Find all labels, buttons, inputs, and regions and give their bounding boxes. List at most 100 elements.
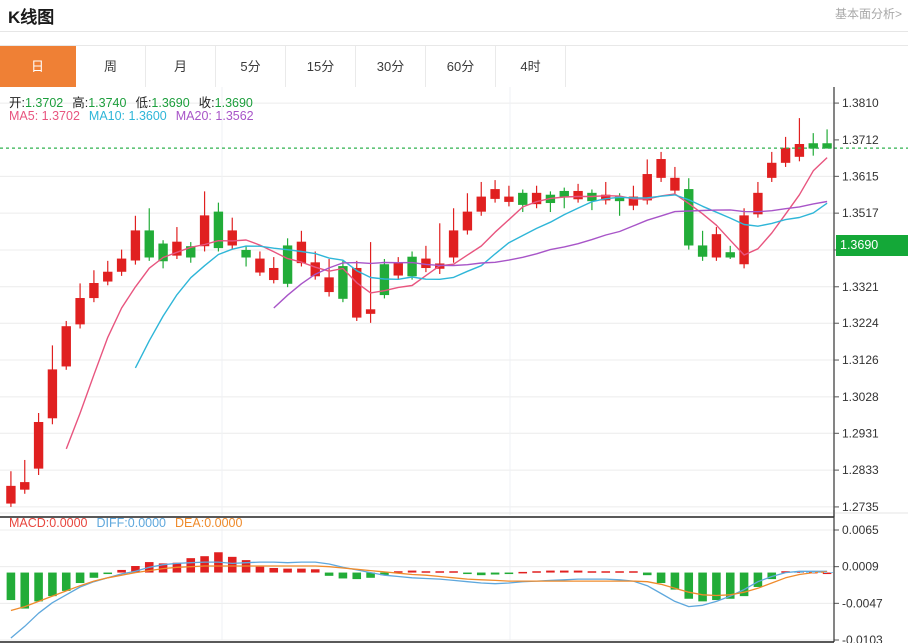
page-header: K线图 基本面分析>: [0, 0, 908, 44]
macd-histogram-bar: [407, 570, 417, 573]
macd-histogram-bar: [89, 572, 99, 578]
candle-body: [476, 196, 486, 212]
high-value: 1.3740: [88, 96, 127, 110]
macd-tick-label: -0.0047: [842, 596, 883, 610]
macd-histogram-bar: [698, 572, 707, 602]
macd-histogram-bar: [601, 571, 611, 573]
macd-histogram-bar: [103, 572, 113, 575]
dea-label: DEA:: [175, 516, 205, 530]
candle-body: [462, 211, 473, 231]
tab-15分[interactable]: 15分: [286, 46, 356, 87]
ma5-label: MA5:: [9, 109, 39, 123]
macd-diff-line: [10, 561, 828, 639]
macd-label: MACD:: [9, 516, 50, 530]
candle-body: [338, 266, 348, 299]
macd-histogram-bar: [615, 571, 624, 573]
macd-histogram-bar: [587, 571, 597, 573]
macd-legend: MACD:0.0000 DIFF:0.0000 DEA:0.0000: [9, 516, 242, 530]
ma-legend: MA5: 1.3702 MA10: 1.3600 MA20: 1.3562: [9, 109, 254, 123]
macd-histogram-bar: [532, 571, 541, 573]
tab-5分[interactable]: 5分: [216, 46, 286, 87]
macd-histogram-bar: [767, 572, 777, 580]
macd-histogram-bar: [629, 571, 638, 573]
tab-60分[interactable]: 60分: [426, 46, 496, 87]
macd-tick-label: 0.0009: [842, 560, 879, 574]
macd-histogram-bar: [6, 572, 16, 601]
candle-body: [61, 326, 71, 367]
candle-body: [670, 177, 680, 191]
candle-body: [158, 243, 168, 262]
candle-body: [324, 277, 334, 293]
candle-body: [725, 252, 735, 258]
candle-body: [697, 245, 708, 257]
candle-body: [421, 258, 431, 269]
macd-histogram-bar: [283, 568, 292, 573]
macd-histogram-bar: [131, 566, 140, 573]
candle-body: [518, 192, 528, 205]
price-tick-label: 1.3615: [842, 169, 879, 183]
macd-tick-label: 0.0065: [842, 523, 879, 537]
ma10-label: MA10:: [88, 109, 126, 123]
price-tick-label: 1.3126: [842, 353, 879, 367]
macd-histogram-bar: [61, 572, 71, 591]
macd-histogram-bar: [573, 570, 583, 573]
macd-histogram-bar: [269, 567, 279, 573]
macd-histogram-bar: [338, 572, 348, 579]
price-tick-label: 1.3810: [842, 96, 879, 110]
candle-body: [241, 249, 251, 258]
tab-月[interactable]: 月: [146, 46, 216, 87]
candle-body: [103, 271, 113, 282]
dea-value: 0.0000: [204, 516, 243, 530]
price-tick-label: 1.3321: [842, 280, 879, 294]
candle-body: [822, 143, 832, 149]
high-label: 高:: [72, 96, 89, 110]
macd-histogram-bar: [559, 570, 569, 573]
open-label: 开:: [9, 96, 25, 110]
macd-histogram-bar: [656, 572, 666, 584]
candle-body: [47, 369, 58, 419]
ma10-value: 1.3600: [128, 109, 167, 123]
fundamental-analysis-link[interactable]: 基本面分析>: [834, 7, 902, 21]
candle-body: [711, 234, 722, 258]
macd-histogram-bar: [421, 571, 431, 573]
tab-30分[interactable]: 30分: [356, 46, 426, 87]
macd-histogram-bar: [297, 568, 306, 573]
candle-body: [310, 262, 320, 277]
period-tabbar: 日周月 5分 15分 30分 60分 4时: [0, 45, 908, 87]
macd-histogram-bar: [725, 572, 735, 599]
price-tick-label: 1.3028: [842, 390, 879, 404]
macd-histogram-bar: [48, 572, 57, 597]
candle-body: [130, 230, 141, 261]
kline-svg[interactable]: 1.38101.37121.36151.35171.34191.33211.32…: [0, 87, 908, 643]
chart-area: 1.38101.37121.36151.35171.34191.33211.32…: [0, 87, 908, 643]
macd-histogram-bar: [795, 571, 804, 573]
ma20-value: 1.3562: [215, 109, 254, 123]
macd-histogram-bar: [117, 569, 126, 573]
macd-histogram-bar: [476, 572, 486, 576]
macd-histogram-bar: [200, 556, 209, 573]
macd-histogram-bar: [255, 566, 265, 573]
macd-histogram-bar: [75, 572, 85, 584]
macd-histogram-bar: [393, 571, 403, 573]
macd-histogram-bar: [684, 572, 694, 599]
ma20-line: [273, 200, 828, 309]
candle-body: [739, 215, 749, 265]
page-title: K线图: [8, 8, 55, 27]
ohlc-legend: 开:1.3702 高:1.3740 低:1.3690 收:1.3690: [9, 92, 253, 111]
candle-body: [531, 192, 542, 205]
tab-周[interactable]: 周: [76, 46, 146, 87]
ma5-value: 1.3702: [41, 109, 80, 123]
macd-histogram-bar: [34, 572, 43, 602]
candle-body: [573, 190, 583, 200]
tab-日[interactable]: 日: [0, 46, 76, 87]
tabbar-filler: [566, 46, 908, 87]
macd-histogram-bar: [380, 572, 389, 576]
macd-histogram-bar: [753, 572, 763, 587]
macd-histogram-bar: [546, 570, 555, 573]
candle-body: [780, 147, 791, 163]
macd-histogram-bar: [449, 571, 458, 573]
candle-body: [269, 267, 279, 281]
macd-histogram-bar: [366, 572, 375, 578]
tab-4时[interactable]: 4时: [496, 46, 566, 87]
